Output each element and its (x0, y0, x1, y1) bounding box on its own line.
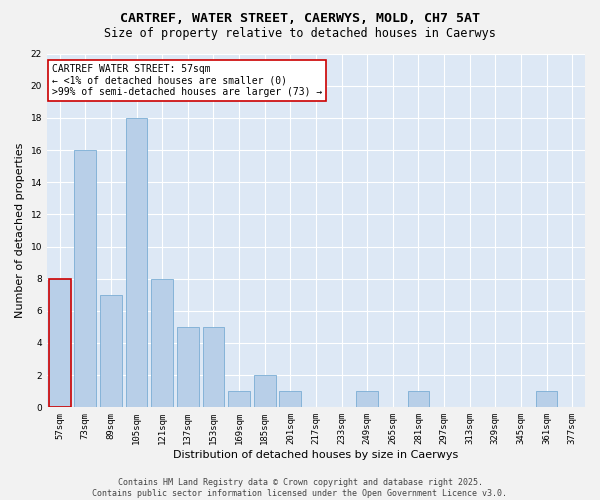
Bar (151, 278, 173, 407)
Bar (356, 391, 378, 407)
Bar (407, 391, 430, 407)
Text: Size of property relative to detached houses in Caerwys: Size of property relative to detached ho… (104, 28, 496, 40)
Bar (74, 150, 96, 407)
Bar (228, 391, 250, 407)
Text: Contains HM Land Registry data © Crown copyright and database right 2025.
Contai: Contains HM Land Registry data © Crown c… (92, 478, 508, 498)
Text: CARTREF, WATER STREET, CAERWYS, MOLD, CH7 5AT: CARTREF, WATER STREET, CAERWYS, MOLD, CH… (120, 12, 480, 26)
Bar (177, 327, 199, 407)
Bar (203, 327, 224, 407)
Bar (254, 375, 275, 408)
Bar (280, 391, 301, 407)
Bar (100, 294, 122, 408)
Bar (126, 118, 148, 408)
X-axis label: Distribution of detached houses by size in Caerwys: Distribution of detached houses by size … (173, 450, 458, 460)
Y-axis label: Number of detached properties: Number of detached properties (15, 142, 25, 318)
Bar (536, 391, 557, 407)
Bar (49, 278, 71, 407)
Text: CARTREF WATER STREET: 57sqm
← <1% of detached houses are smaller (0)
>99% of sem: CARTREF WATER STREET: 57sqm ← <1% of det… (52, 64, 323, 98)
